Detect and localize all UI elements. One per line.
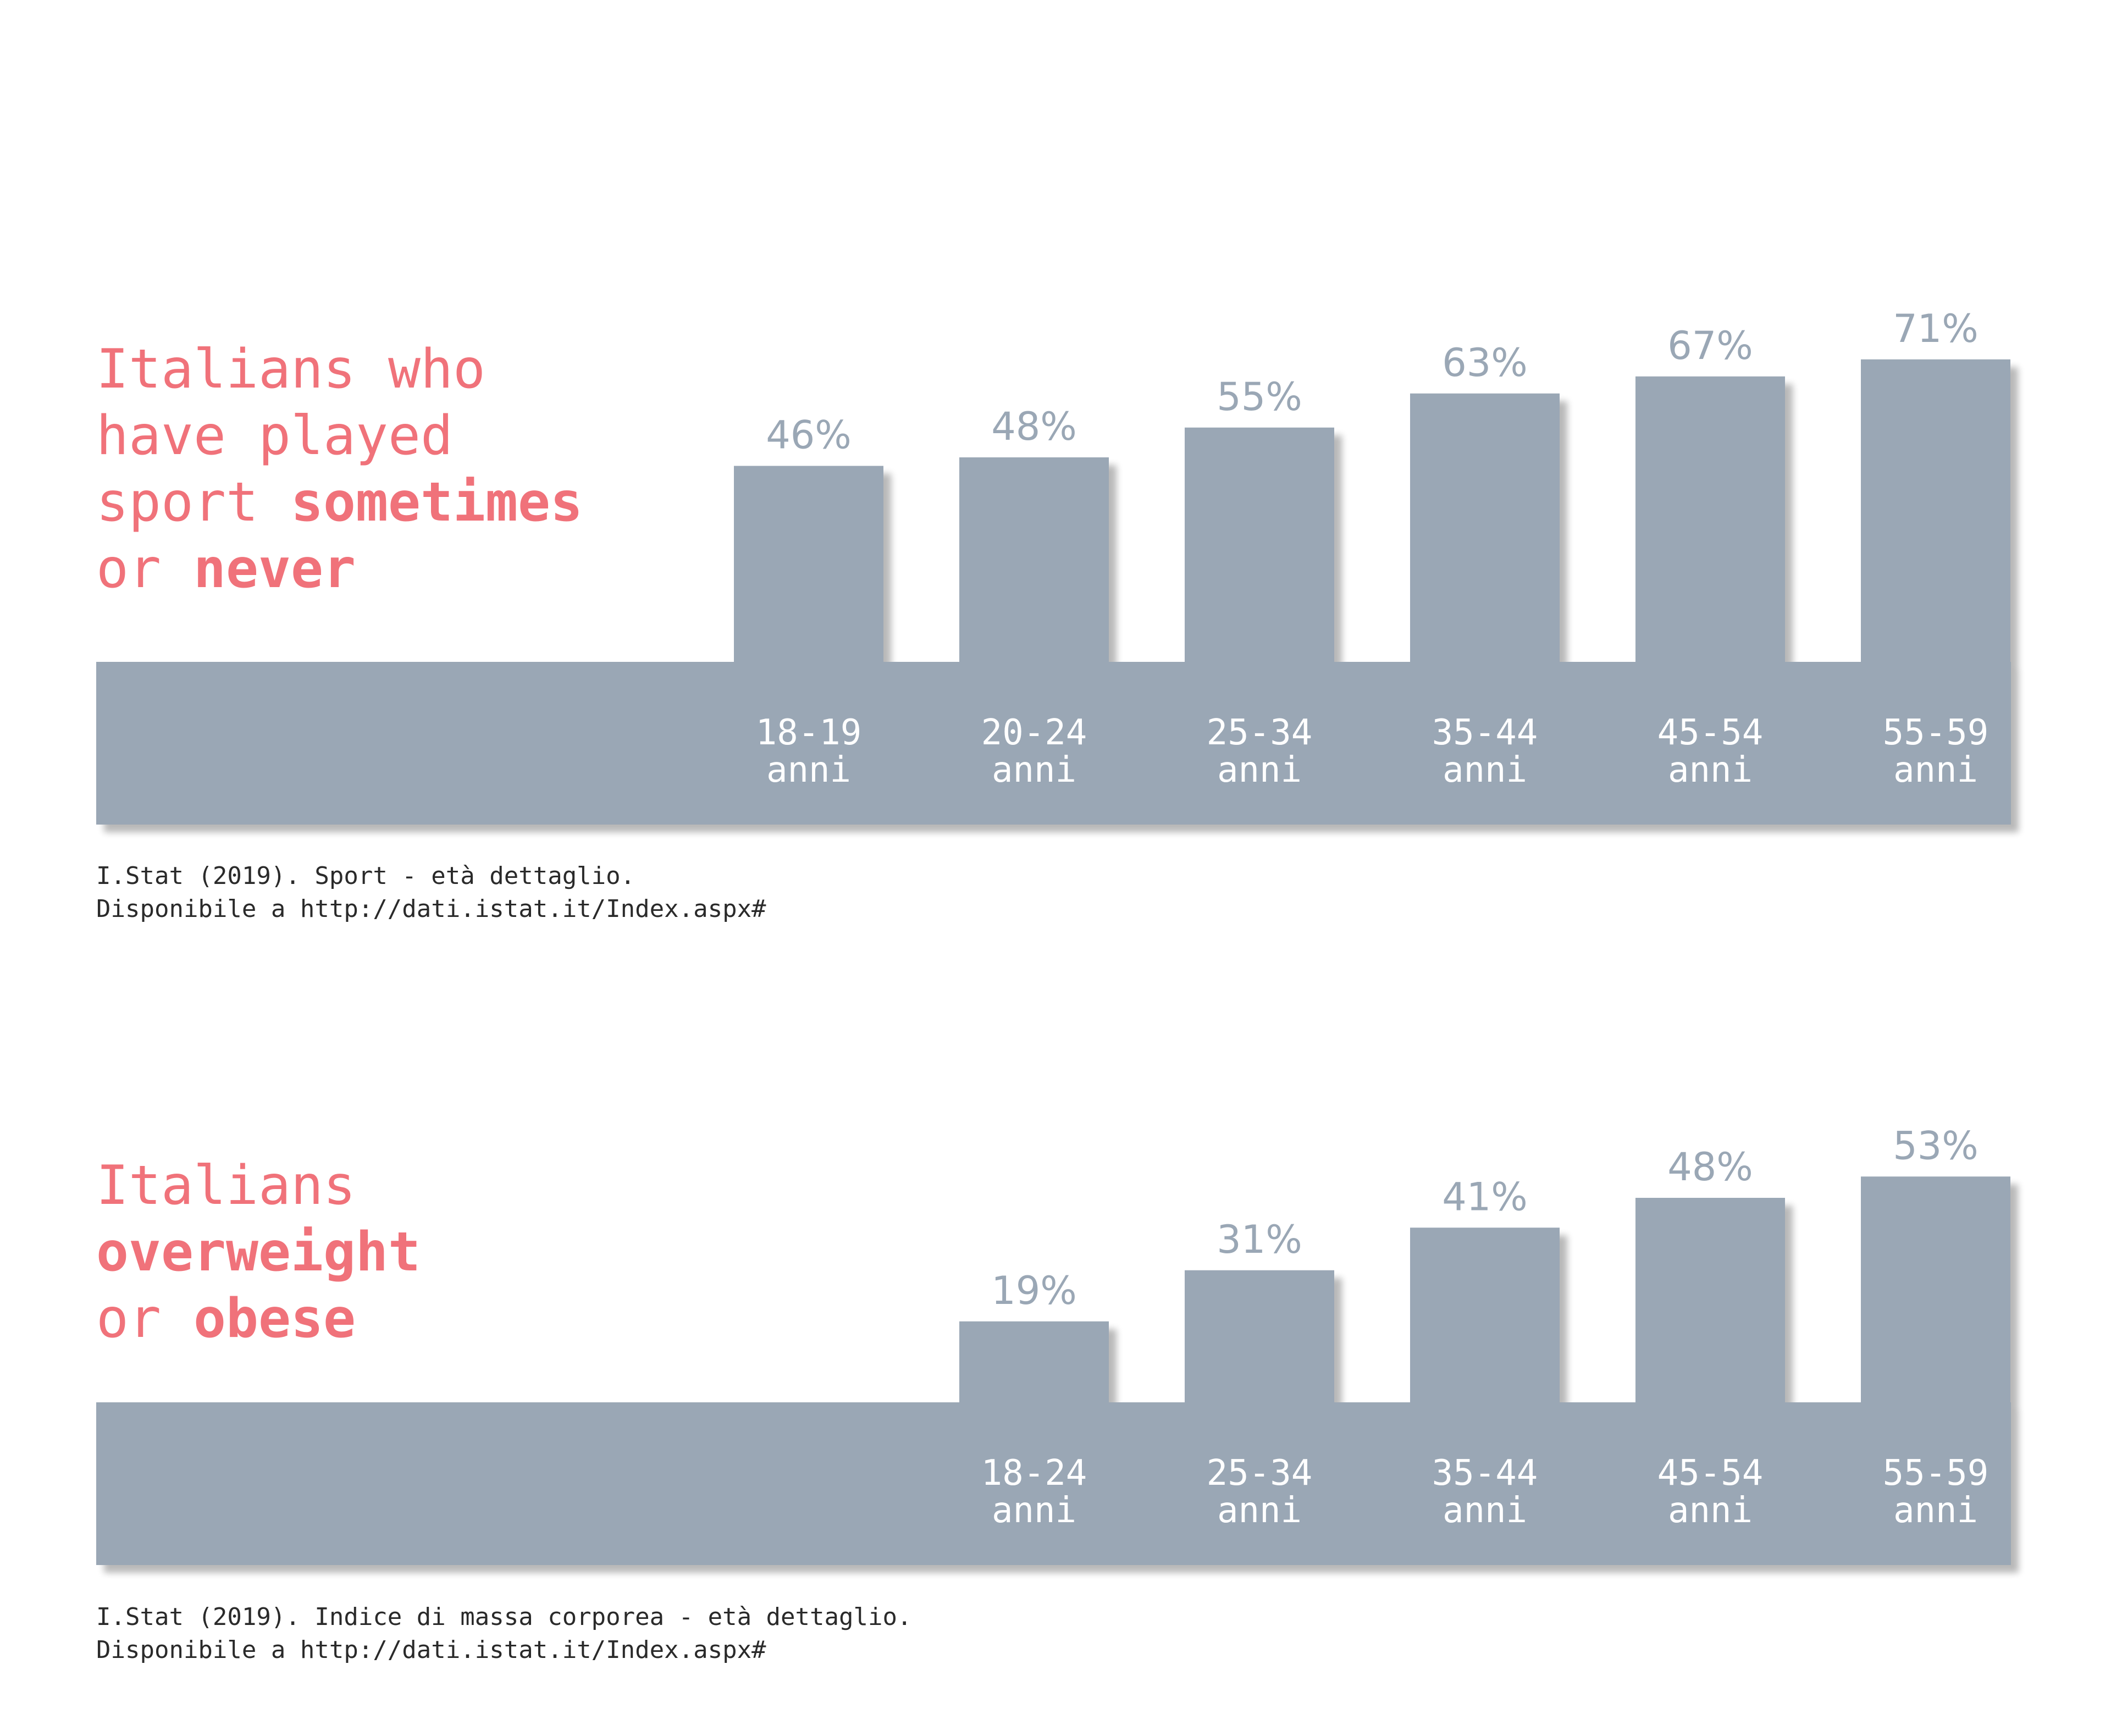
bar-20-24 xyxy=(959,457,1109,663)
category-label: 18-19 xyxy=(756,712,862,753)
chart-title-line: overweight xyxy=(96,1221,421,1284)
category-label: anni xyxy=(1893,750,1978,790)
bar-18-19 xyxy=(734,466,883,663)
category-label: 35-44 xyxy=(1432,1453,1538,1494)
category-label: anni xyxy=(1668,1490,1753,1531)
category-label: anni xyxy=(992,750,1076,790)
category-label: 18-24 xyxy=(981,1453,1087,1494)
value-label: 41% xyxy=(1442,1174,1528,1219)
bars-group xyxy=(96,359,2011,825)
category-label: anni xyxy=(1217,1490,1302,1531)
chart-title-line: Italians xyxy=(96,1154,356,1217)
value-label: 55% xyxy=(1217,374,1302,419)
bar-45-54 xyxy=(1635,376,1785,663)
bar-25-34 xyxy=(1185,427,1334,663)
bar-45-54 xyxy=(1635,1198,1785,1403)
bar-18-24 xyxy=(959,1321,1109,1403)
value-label: 31% xyxy=(1217,1217,1302,1262)
chart-title-line: have played xyxy=(96,405,453,467)
source-note: Disponibile a http://dati.istat.it/Index… xyxy=(96,895,766,923)
source-note: I.Stat (2019). Indice di massa corporea … xyxy=(96,1603,911,1631)
category-label: anni xyxy=(766,750,851,790)
category-label: 55-59 xyxy=(1883,1453,1989,1494)
baseline-band xyxy=(96,662,2011,825)
category-label: 25-34 xyxy=(1207,712,1313,753)
value-label: 63% xyxy=(1442,340,1528,385)
value-label: 48% xyxy=(1667,1145,1753,1190)
category-label: anni xyxy=(1443,1490,1527,1531)
bar-55-59 xyxy=(1861,1176,2010,1403)
category-label: 45-54 xyxy=(1657,1453,1764,1494)
source-note: Disponibile a http://dati.istat.it/Index… xyxy=(96,1636,766,1664)
bar-35-44 xyxy=(1410,1228,1560,1403)
category-label: anni xyxy=(992,1490,1076,1531)
bars-group xyxy=(96,1176,2011,1565)
value-label: 46% xyxy=(766,413,852,458)
category-label: 55-59 xyxy=(1883,712,1989,753)
chart-sport-frequency: 46%18-19anni48%20-24anni55%25-34anni63%3… xyxy=(96,306,2011,923)
bar-35-44 xyxy=(1410,393,1560,663)
chart-title-line: or never xyxy=(96,538,356,600)
value-label: 53% xyxy=(1893,1123,1979,1168)
value-label: 19% xyxy=(991,1268,1077,1313)
category-label: 35-44 xyxy=(1432,712,1538,753)
category-label: anni xyxy=(1893,1490,1978,1531)
source-note: I.Stat (2019). Sport - età dettaglio. xyxy=(96,862,635,890)
category-label: 45-54 xyxy=(1657,712,1764,753)
category-label: anni xyxy=(1217,750,1302,790)
value-label: 67% xyxy=(1667,323,1753,368)
category-label: 20-24 xyxy=(981,712,1087,753)
value-label: 71% xyxy=(1893,306,1979,351)
chart-title-line: Italians who xyxy=(96,338,485,401)
chart-title-line: sport sometimes xyxy=(96,471,583,534)
category-label: anni xyxy=(1443,750,1527,790)
chart-title-line: or obese xyxy=(96,1287,356,1350)
category-label: 25-34 xyxy=(1207,1453,1313,1494)
chart-overweight-obese: 19%18-24anni31%25-34anni41%35-44anni48%4… xyxy=(96,1123,2011,1664)
bar-25-34 xyxy=(1185,1270,1334,1403)
value-label: 48% xyxy=(991,404,1077,449)
baseline-band xyxy=(96,1402,2011,1565)
category-label: anni xyxy=(1668,750,1753,790)
bar-55-59 xyxy=(1861,359,2010,663)
